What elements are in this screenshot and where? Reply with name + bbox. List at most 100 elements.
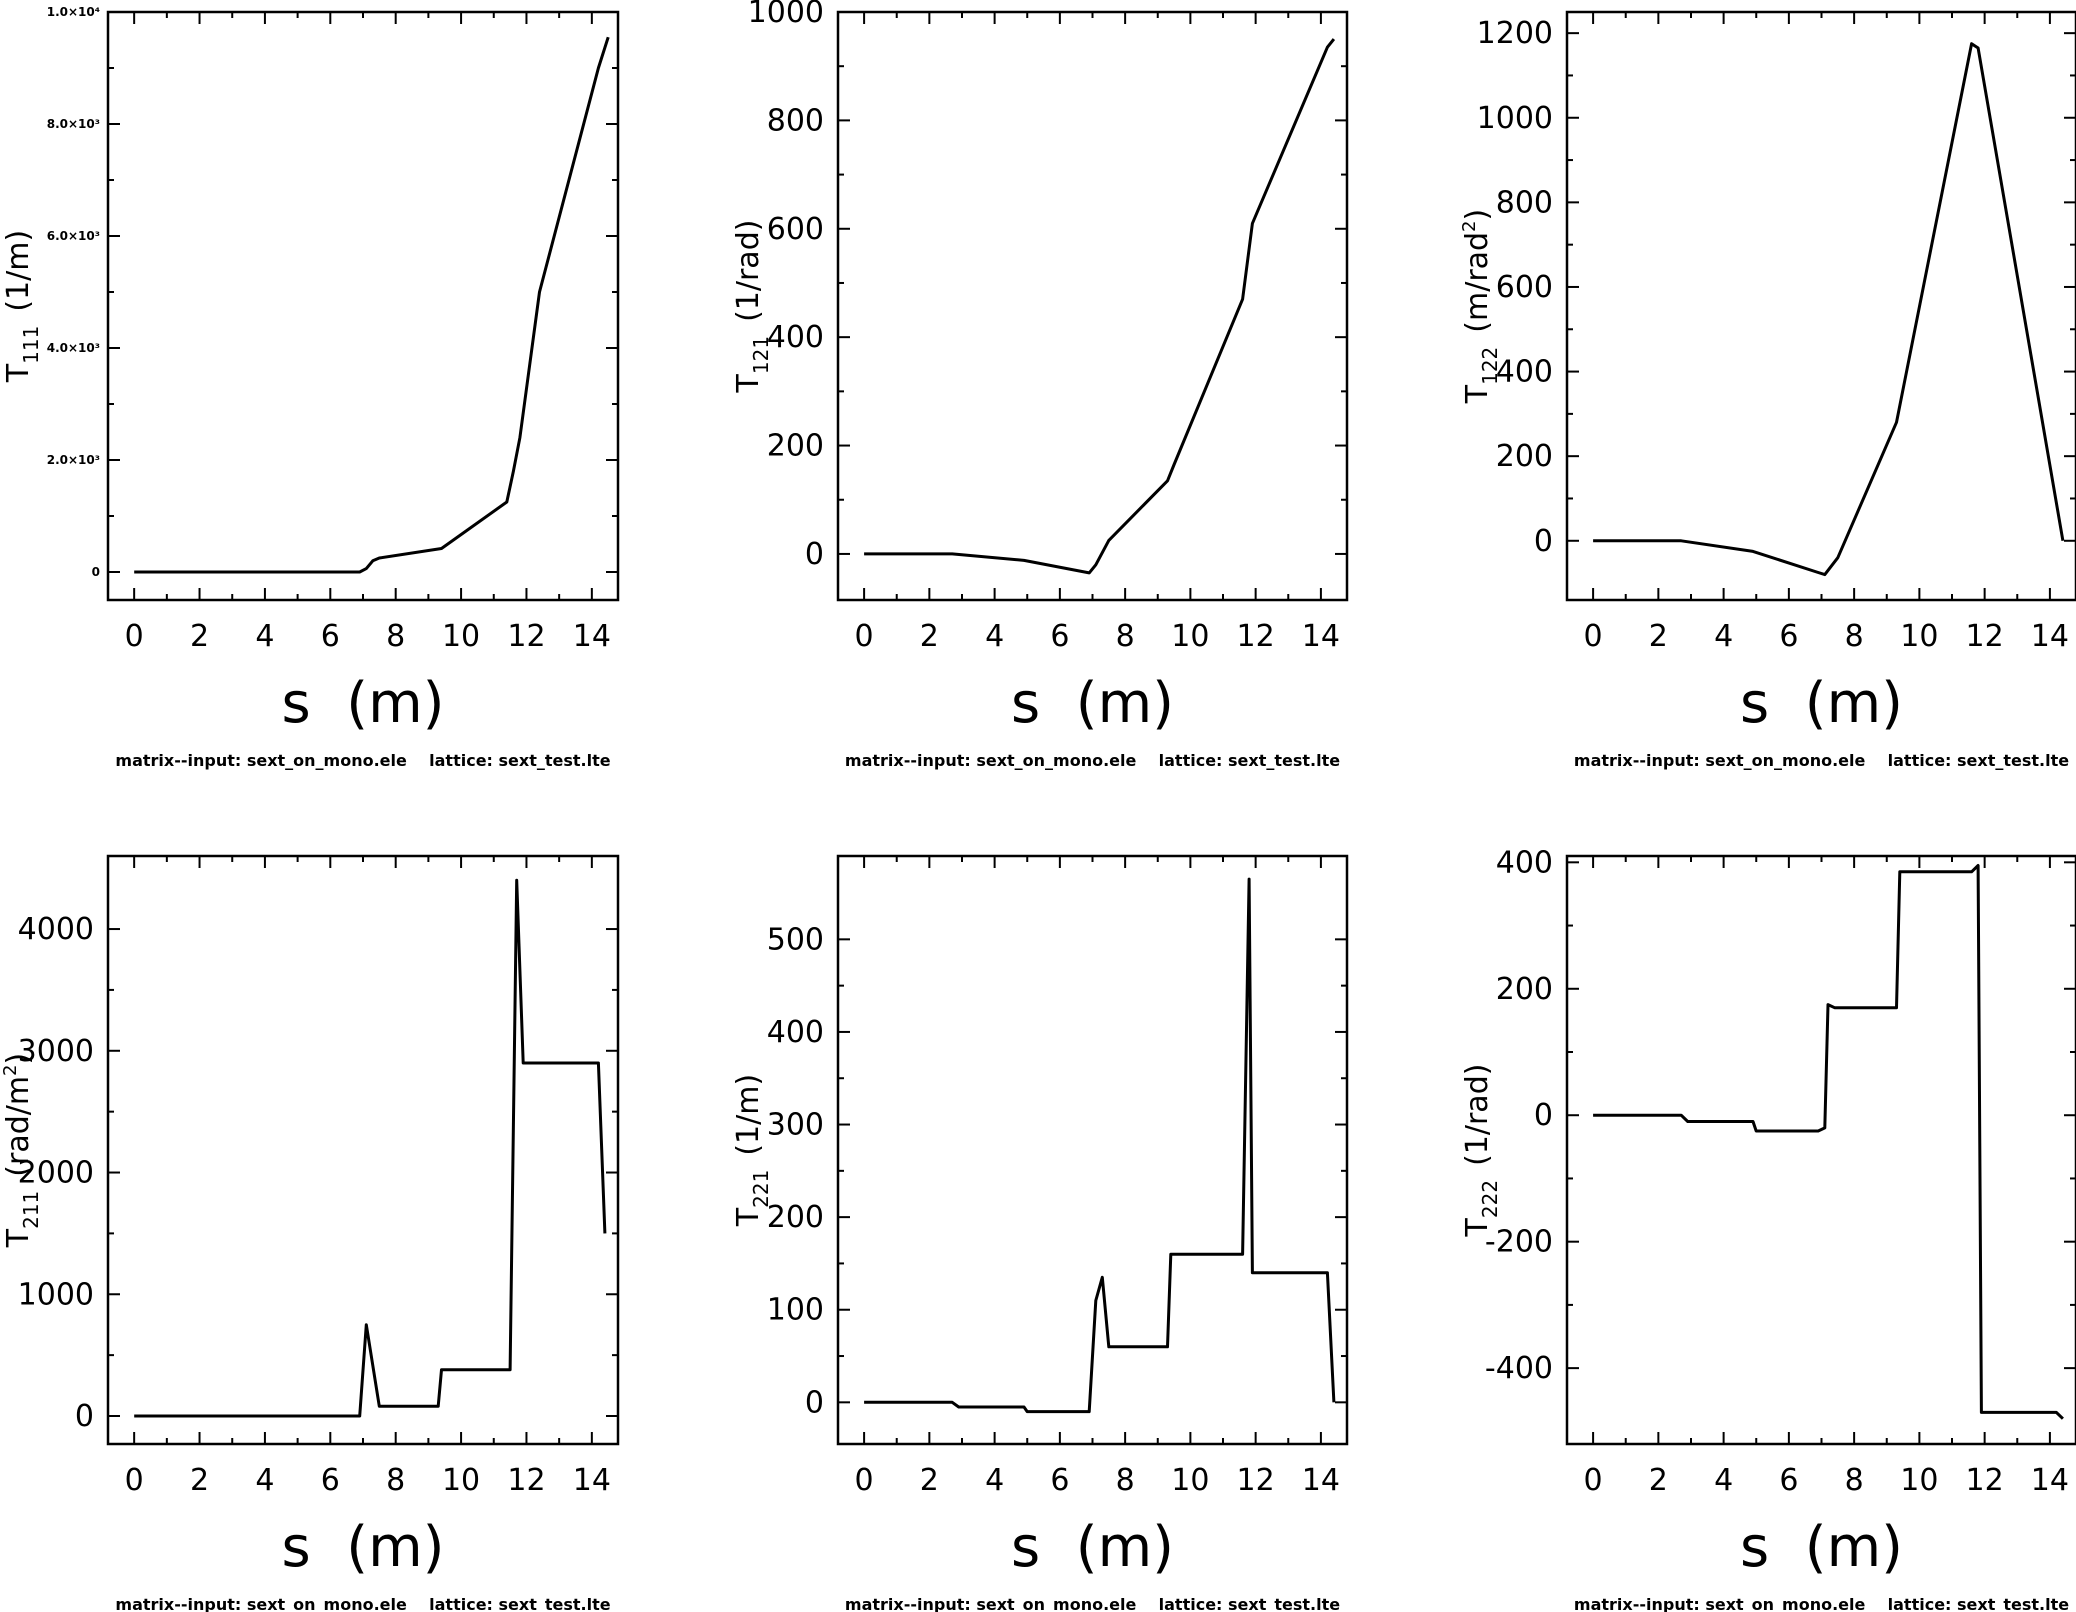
y-axis-label: T221(1/m) — [731, 1074, 773, 1227]
x-axis-label: s (m) — [281, 671, 444, 736]
y-tick-label: -400 — [1485, 1351, 1553, 1386]
series-line — [864, 38, 1336, 575]
plot-frame — [106, 10, 620, 602]
x-tick-label: 8 — [386, 1463, 405, 1498]
y-tick-label: 300 — [767, 1108, 824, 1143]
y-tick-label: 200 — [1496, 972, 1553, 1007]
x-tick-label: 12 — [1966, 619, 2004, 654]
x-axis-label: s (m) — [281, 1515, 444, 1580]
x-tick-label: 4 — [255, 619, 274, 654]
x-tick-label: 6 — [1050, 619, 1069, 654]
y-tick-label: 200 — [1496, 439, 1553, 474]
y-axis-label: T222(1/rad) — [1460, 1064, 1502, 1238]
y-tick-label: 200 — [767, 1200, 824, 1235]
x-tick-label: 2 — [920, 619, 939, 654]
y-tick-label: -200 — [1485, 1225, 1553, 1260]
x-tick-label: 8 — [1116, 1463, 1135, 1498]
x-tick-label: 8 — [1116, 619, 1135, 654]
y-tick-label: 1000 — [18, 1277, 94, 1312]
y-tick-label: 4000 — [18, 912, 94, 947]
x-axis-label: s (m) — [1011, 1515, 1174, 1580]
x-tick-label: 6 — [321, 619, 340, 654]
y-tick-label: 0 — [805, 537, 824, 572]
x-tick-label: 2 — [190, 619, 209, 654]
x-tick-label: 6 — [1779, 1463, 1798, 1498]
x-tick-label: 8 — [386, 619, 405, 654]
subplot-4: 0 2 4 6 8 10 12 14 0 1000 2000 3000 4000 s (m) T211(ra… — [0, 854, 620, 1612]
y-tick-label: 400 — [767, 1015, 824, 1050]
subplot-3: 0 2 4 6 8 10 12 14 0 200 400 600 800 1000 1200 s (m) T12… — [1459, 10, 2076, 770]
series-line — [1593, 42, 2065, 577]
x-tick-label: 8 — [1845, 1463, 1864, 1498]
x-tick-label: 0 — [855, 619, 874, 654]
x-tick-label: 10 — [1900, 1463, 1938, 1498]
x-tick-label: 6 — [321, 1463, 340, 1498]
x-tick-label: 12 — [507, 619, 545, 654]
x-tick-label: 10 — [1171, 619, 1209, 654]
x-tick-label: 0 — [1584, 619, 1603, 654]
y-tick-label: 0 — [1534, 1098, 1553, 1133]
y-axis-label: T111(1/m) — [1, 230, 43, 383]
x-tick-label: 2 — [190, 1463, 209, 1498]
y-tick-label: 500 — [767, 922, 824, 957]
plot-caption: matrix--input: sext_on_mono.ele lattice:… — [1574, 751, 2069, 770]
x-tick-label: 10 — [1171, 1463, 1209, 1498]
x-tick-label: 14 — [1302, 619, 1340, 654]
x-tick-label: 12 — [1237, 619, 1275, 654]
x-tick-label: 14 — [2031, 619, 2069, 654]
x-tick-label: 14 — [573, 1463, 611, 1498]
plot-caption: matrix--input: sext_on_mono.ele lattice:… — [115, 751, 610, 770]
y-tick-label: 0 — [1534, 524, 1553, 559]
x-tick-label: 4 — [985, 1463, 1004, 1498]
y-tick-label: 400 — [1496, 845, 1553, 880]
x-tick-label: 0 — [855, 1463, 874, 1498]
x-tick-label: 14 — [1302, 1463, 1340, 1498]
y-tick-label: 0 — [805, 1385, 824, 1420]
x-axis-label: s (m) — [1740, 1515, 1903, 1580]
x-tick-label: 2 — [1649, 1463, 1668, 1498]
x-tick-label: 6 — [1050, 1463, 1069, 1498]
y-tick-label: 400 — [1496, 355, 1553, 390]
plot-frame — [836, 10, 1349, 602]
y-tick-label: 800 — [1496, 185, 1553, 220]
x-tick-label: 12 — [507, 1463, 545, 1498]
y-axis-label: T211(rad/m2) — [0, 1053, 43, 1248]
x-tick-label: 4 — [255, 1463, 274, 1498]
x-tick-label: 4 — [1714, 1463, 1733, 1498]
x-tick-label: 6 — [1779, 619, 1798, 654]
y-tick-label: 0 — [92, 565, 100, 579]
y-tick-label: 0 — [75, 1399, 94, 1434]
x-tick-label: 4 — [985, 619, 1004, 654]
x-tick-label: 0 — [125, 1463, 144, 1498]
x-tick-label: 8 — [1845, 619, 1864, 654]
x-tick-label: 2 — [1649, 619, 1668, 654]
y-tick-label: 200 — [767, 429, 824, 464]
y-tick-label: 1000 — [748, 0, 824, 30]
y-axis-label: T121(1/rad) — [731, 220, 773, 394]
x-tick-label: 10 — [442, 1463, 480, 1498]
y-tick-label: 2.0×10³ — [47, 453, 100, 467]
subplot-2: 0 2 4 6 8 10 12 14 0 200 400 600 800 1000 s (m) T121(1/… — [731, 0, 1349, 770]
plot-caption: matrix--input: sext_on_mono.ele lattice:… — [845, 1595, 1340, 1612]
subplot-6: 0 2 4 6 8 10 12 14 -400 -200 0 200 400 s (m) T222(1/ra… — [1460, 845, 2076, 1612]
y-tick-label: 1000 — [1477, 101, 1553, 136]
x-axis-label: s (m) — [1740, 671, 1903, 736]
y-tick-label: 4.0×10³ — [47, 341, 100, 355]
x-tick-label: 14 — [2031, 1463, 2069, 1498]
y-tick-label: 100 — [767, 1293, 824, 1328]
subplot-5: 0 2 4 6 8 10 12 14 0 100 200 300 400 500 s (m) T221(1/m… — [731, 854, 1349, 1612]
plot-frame — [1565, 10, 2076, 602]
x-tick-label: 2 — [920, 1463, 939, 1498]
x-tick-label: 10 — [442, 619, 480, 654]
y-axis-label: T122(m/rad2) — [1459, 209, 1502, 404]
y-tick-label: 1.0×10⁴ — [47, 5, 100, 19]
y-tick-label: 2000 — [18, 1156, 94, 1191]
x-tick-label: 4 — [1714, 619, 1733, 654]
x-tick-label: 10 — [1900, 619, 1938, 654]
plot-caption: matrix--input: sext_on_mono.ele lattice:… — [845, 751, 1340, 770]
x-tick-label: 0 — [125, 619, 144, 654]
y-tick-label: 800 — [767, 103, 824, 138]
y-tick-label: 600 — [767, 212, 824, 247]
y-tick-label: 1200 — [1477, 16, 1553, 51]
